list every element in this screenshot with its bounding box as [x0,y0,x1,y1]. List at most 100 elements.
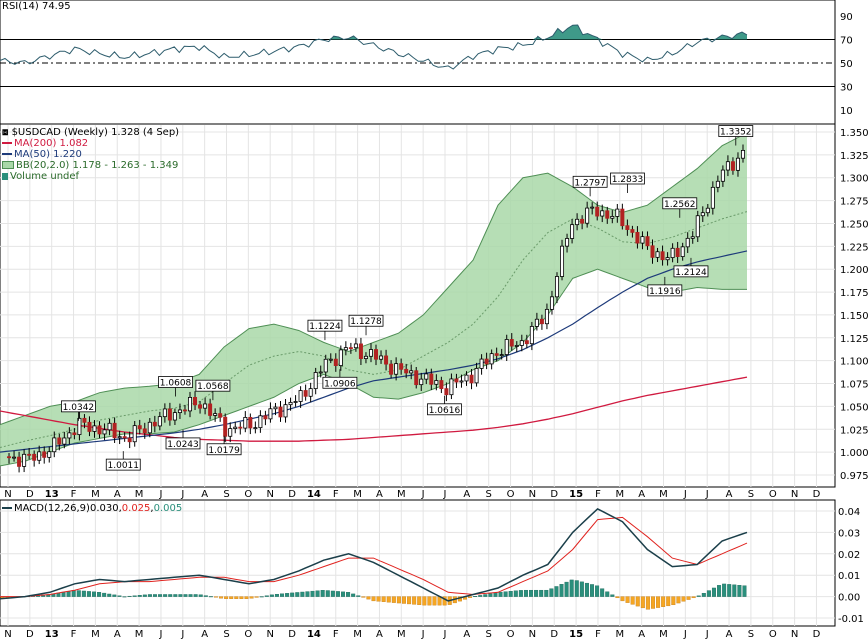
macd-histogram-bar [569,579,574,597]
candle-body [670,247,675,259]
macd-histogram-bar [198,594,203,597]
macd-histogram-bar [401,596,406,604]
legend-text-ma50: MA(50) 1.220 [14,149,82,160]
macd-histogram-bar [656,596,661,608]
x-tick-label: M [91,489,100,500]
candle-body [630,229,635,233]
rsi-label: RSI(14) 74.95 [2,1,71,12]
bollinger-middle-line [0,211,748,449]
x-tick-label: M [397,629,406,640]
annotation-label: 1.0243 [167,440,199,450]
candle-body [318,371,323,374]
x-tick-label: J [683,489,687,500]
macd-histogram-bar [280,593,285,597]
candle-body [343,347,348,351]
candle-body [293,401,298,403]
candle-body [172,412,177,421]
x-tick-label: N [266,629,273,640]
annotation-box [206,443,242,456]
macd-histogram-bar [427,596,432,606]
macd-histogram-bar [244,596,249,599]
macd-histogram-bar [671,596,676,606]
candle-body [323,358,328,373]
x-tick-label: N [266,489,273,500]
legend-item-volume: Volume undef [2,171,179,182]
candle-body [17,456,22,467]
candle-body [675,247,680,258]
candle-body [288,401,293,406]
x-tick-label: J [180,629,184,640]
x-tick-label: F [333,489,339,500]
macd-histogram-bar [701,592,706,597]
annotation-box [673,265,709,278]
candle-body [434,380,439,385]
x-tick-label: N [529,629,536,640]
macd-tick-label: 0.01 [838,571,860,582]
price-tick-label: 1.150 [840,311,868,322]
macd-histogram-bar [676,596,681,604]
macd-histogram-bar [478,595,483,597]
legend-item-ma50: MA(50) 1.220 [2,149,179,160]
x-tick-label: M [615,629,624,640]
x-tick-label: N [529,489,536,500]
candle-body [741,149,746,159]
candle-body [328,358,333,361]
candle-body [12,456,17,459]
candle-body [725,161,730,171]
x-tick-label: A [114,629,121,640]
candle-body [228,428,233,437]
macd-label-prefix: MACD(12,26,9) [14,503,90,514]
candle-body [464,374,469,382]
macd-histogram-bar [188,594,193,597]
candle-body [514,345,519,347]
price-tick-label: 1.000 [840,448,868,459]
candle-body [695,215,700,238]
price-legend: ⧈ $USDCAD (Weekly) 1.328 (4 Sep) MA(200)… [2,127,179,182]
x-tick-label: S [486,489,492,500]
macd-panel [0,499,836,627]
candle-body [117,436,122,439]
x-tick-label: J [683,629,687,640]
macd-histogram-bar [163,594,168,597]
x-tick-label: S [223,629,229,640]
macd-histogram-bar [213,596,218,598]
candle-body [67,432,72,439]
x-tick-label: A [638,489,645,500]
candle-body [539,318,544,325]
annotation-box [610,172,645,185]
macd-histogram-bar [722,583,727,597]
macd-histogram-bar [239,596,244,599]
candle-body [142,428,147,434]
annotation-label: 1.0616 [429,406,461,416]
candle-body [152,421,157,427]
candle-body [544,308,549,325]
macd-histogram-bar [76,590,81,597]
macd-tick-label: -0.01 [838,614,864,625]
annotation-label: 1.1916 [649,287,681,297]
annotation-label: 1.3352 [720,128,752,138]
candle-body [409,370,414,374]
macd-histogram-bar [554,586,559,597]
candle-body [489,353,494,365]
annotation-box [307,319,343,332]
macd-histogram-bar [620,596,625,602]
candle-body [499,354,504,357]
macd-histogram-bar [193,594,198,597]
macd-histogram-bar [325,590,330,597]
candle-body [494,353,499,356]
x-tick-label: A [376,629,383,640]
annotation-box [105,458,141,471]
candle-body [424,373,429,380]
macd-histogram-bar [529,589,534,597]
legend-item-ma200: MA(200) 1.082 [2,138,179,149]
candle-body [570,224,575,239]
macd-histogram-bar [315,590,320,597]
annotation-box [158,376,193,388]
macd-histogram-bar [71,590,76,597]
candle-body [112,422,117,439]
macd-histogram-bar [371,596,376,602]
macd-histogram-bar [351,593,356,597]
candle-body [127,437,132,443]
macd-histogram-bar [137,595,142,597]
